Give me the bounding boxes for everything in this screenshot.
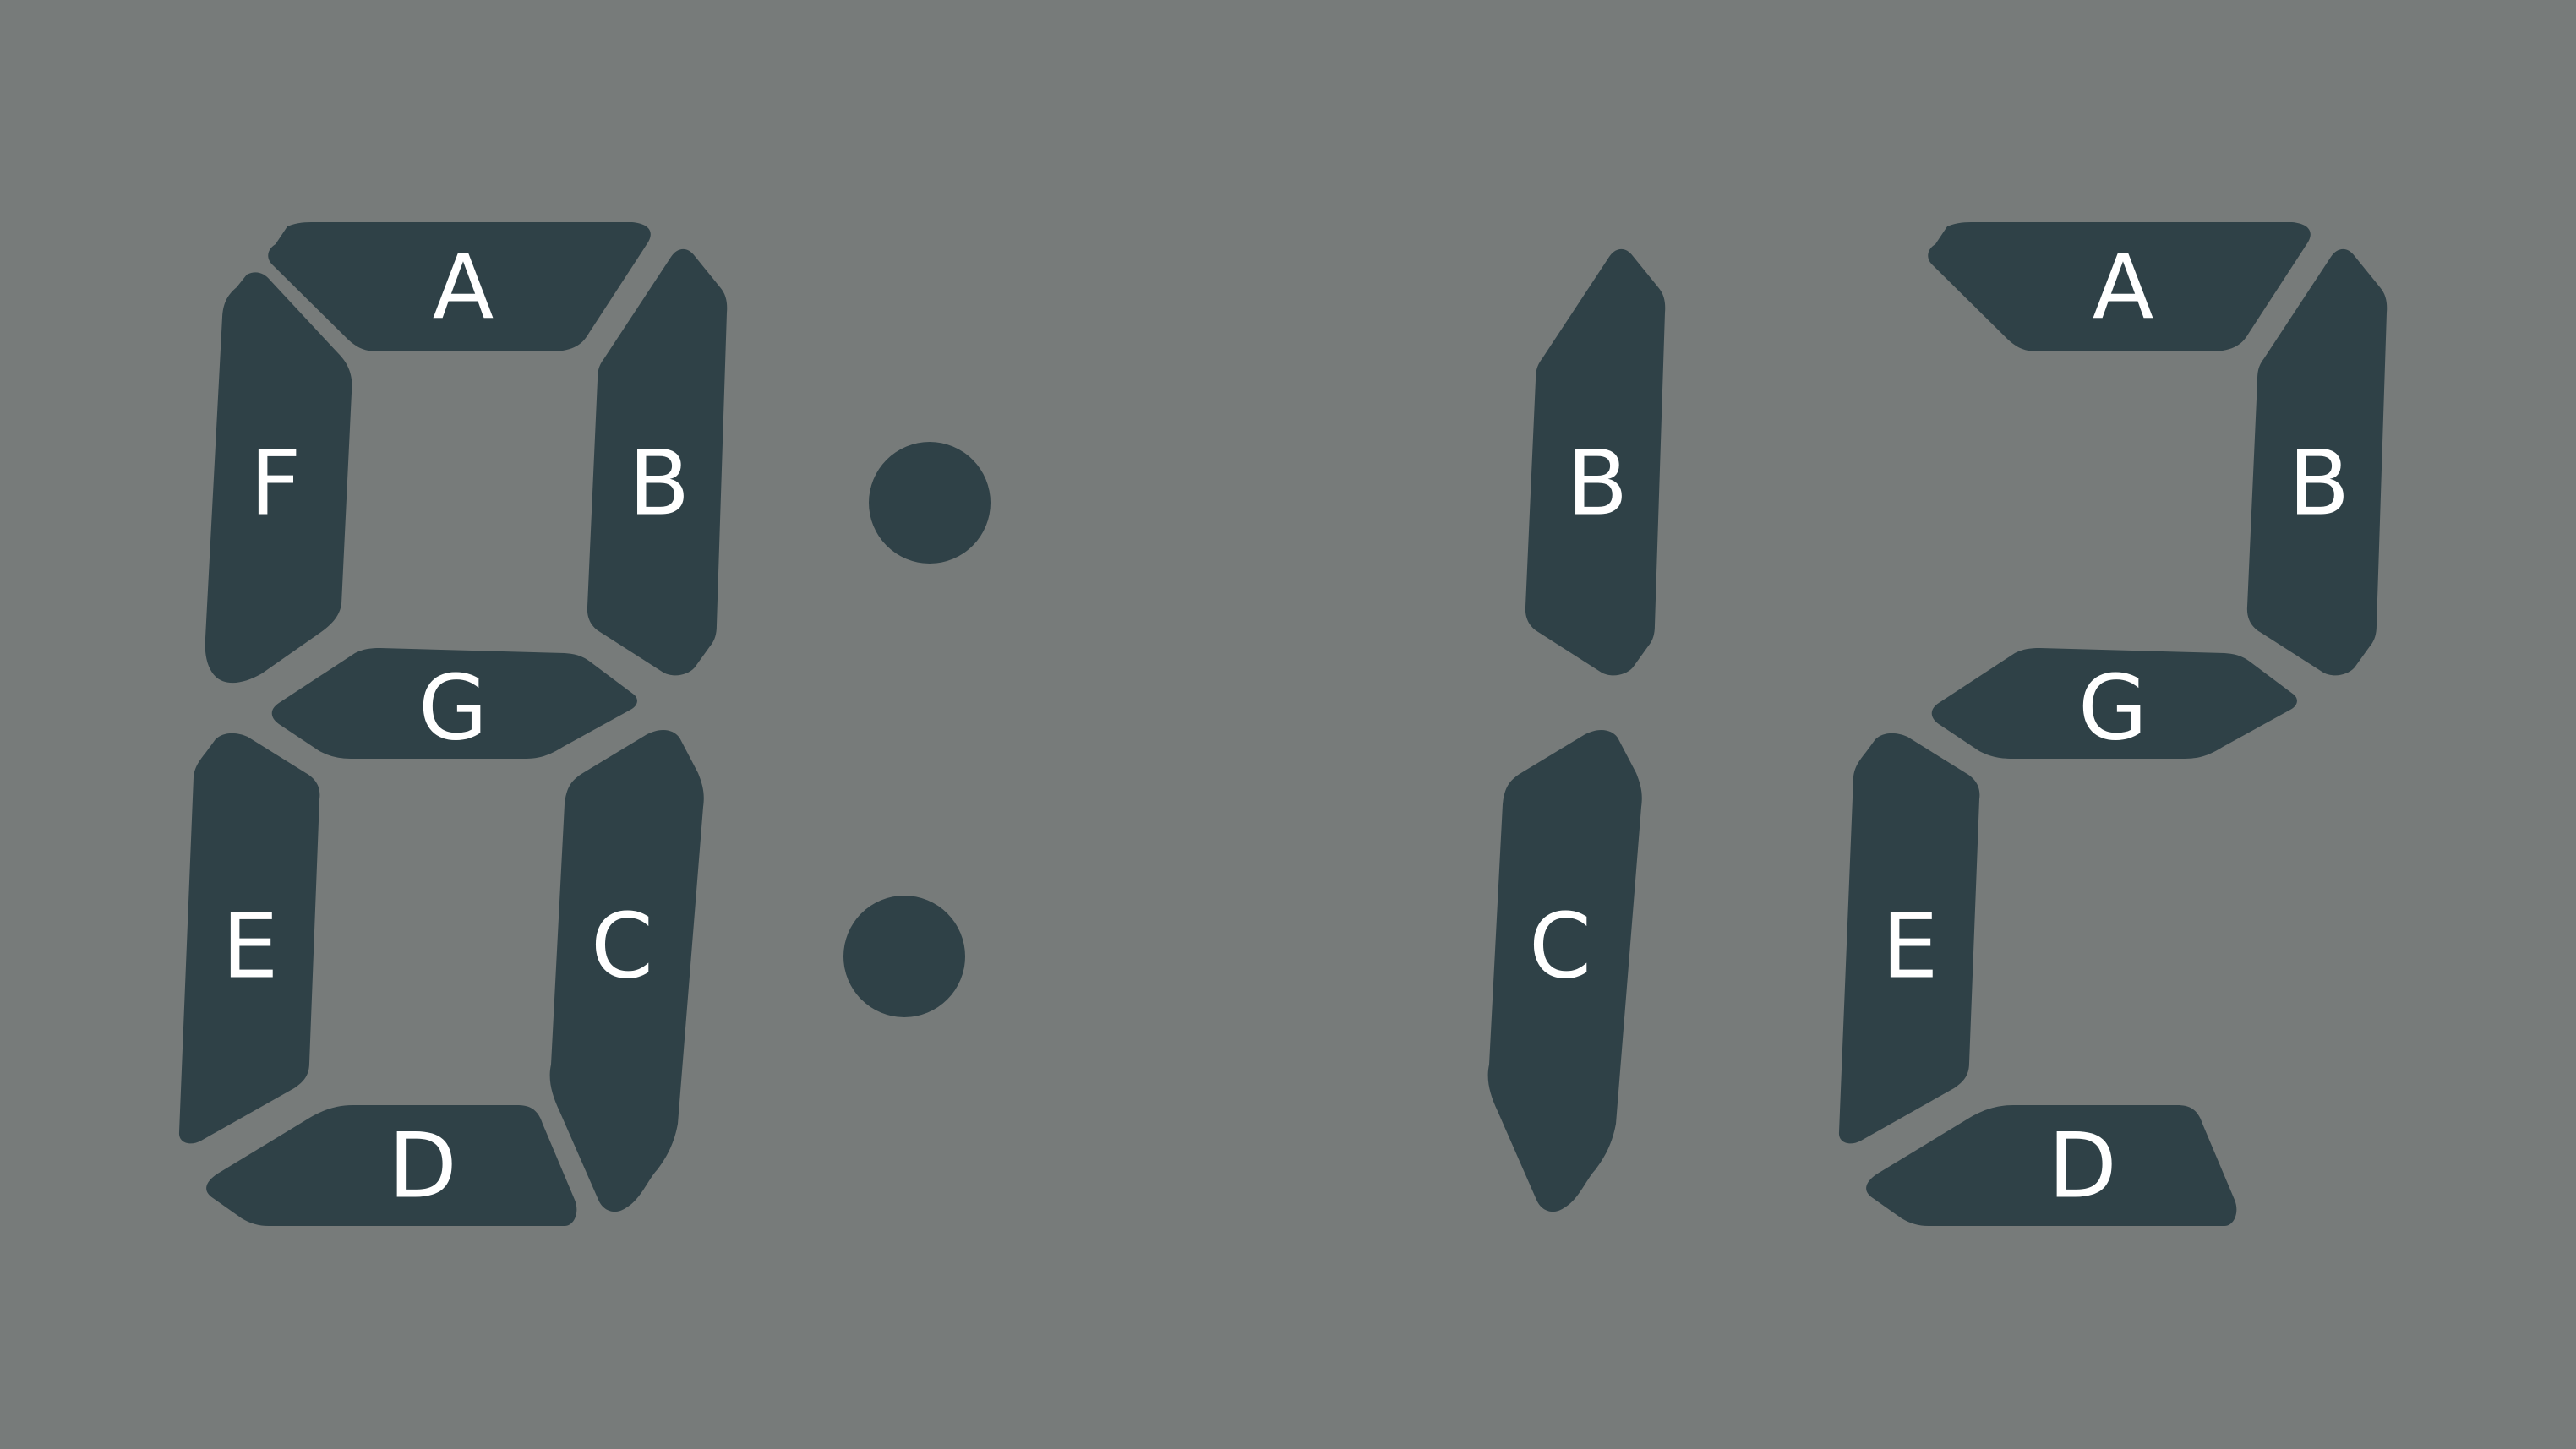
segment-g: G — [271, 648, 637, 760]
segment-b-label: B — [2289, 432, 2350, 536]
segment-e-label: E — [222, 895, 279, 999]
segment-c: C — [549, 729, 704, 1212]
colon — [843, 442, 991, 1017]
segment-c-label: C — [1529, 895, 1591, 999]
segment-b-label: B — [1567, 432, 1629, 536]
segment-d-label: D — [388, 1114, 457, 1218]
segment-d-label: D — [2048, 1114, 2117, 1218]
segment-b: B — [587, 248, 728, 676]
segment-c-label: C — [591, 895, 653, 999]
colon-dot-top — [869, 442, 991, 564]
segment-a-label: A — [2093, 236, 2154, 340]
segment-b: B — [1525, 248, 1666, 676]
segment-e: E — [178, 733, 320, 1144]
colon-dot-bottom — [843, 896, 965, 1017]
segment-a-label: A — [433, 236, 494, 340]
segment-f: F — [205, 272, 352, 684]
segment-e-label: E — [1882, 895, 1939, 999]
digit-right: A B G E D — [1838, 222, 2388, 1226]
segment-c: C — [1487, 729, 1642, 1212]
segment-d: D — [1866, 1105, 2237, 1226]
segment-g-label: G — [418, 656, 488, 760]
segment-f-label: F — [250, 432, 302, 536]
segment-g-label: G — [2078, 656, 2148, 760]
segment-g: G — [1931, 648, 2297, 760]
digit-left: A F B G E C D — [178, 222, 728, 1226]
digit-middle: B C — [1487, 248, 1666, 1212]
segment-d: D — [206, 1105, 577, 1226]
segment-e: E — [1838, 733, 1980, 1144]
segment-a: A — [268, 222, 651, 351]
segment-b: B — [2246, 248, 2388, 676]
segment-b-label: B — [629, 432, 690, 536]
segment-a: A — [1928, 222, 2311, 351]
